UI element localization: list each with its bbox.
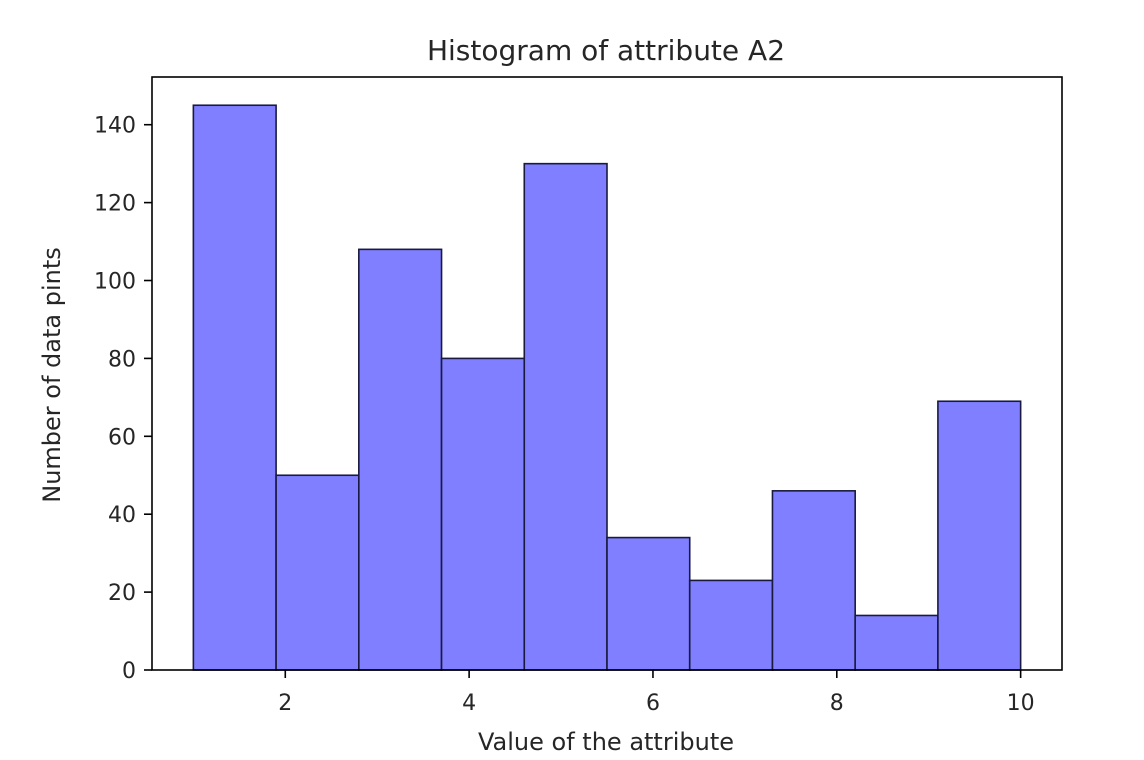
bars-group	[192, 104, 1022, 671]
y-tick-label: 80	[108, 347, 136, 372]
histogram-bar-2	[275, 474, 360, 671]
x-axis-ticks: 2 4 6 8 10	[278, 670, 1035, 716]
y-tick-label: 120	[94, 192, 136, 217]
histogram-bar-9	[854, 614, 939, 671]
x-tick-label: 10	[1007, 691, 1035, 716]
x-tick-label: 8	[830, 691, 844, 716]
histogram-bar-4	[440, 357, 526, 671]
histogram-bar-1	[192, 104, 277, 671]
histogram-bar-6	[606, 536, 691, 671]
x-tick-label: 6	[646, 691, 660, 716]
chart-title: Histogram of attribute A2	[427, 34, 785, 67]
y-tick-label: 140	[94, 114, 136, 139]
y-tick-label: 100	[94, 270, 136, 295]
x-axis-label: Value of the attribute	[478, 728, 734, 756]
y-tick-label: 60	[108, 425, 136, 450]
x-tick-label: 4	[462, 691, 476, 716]
histogram-bar-7	[688, 579, 774, 671]
histogram-bar-5	[523, 162, 608, 671]
y-tick-label: 20	[108, 581, 136, 606]
histogram-bar-8	[771, 490, 856, 671]
x-tick-label: 2	[278, 691, 292, 716]
y-axis-label: Number of data pints	[38, 247, 66, 503]
y-axis-ticks: 0 20 40 60 80 100 120 140	[94, 114, 152, 684]
y-tick-label: 40	[108, 503, 136, 528]
histogram-bar-3	[358, 248, 443, 671]
histogram-bar-10	[937, 400, 1022, 671]
plot-frame	[151, 76, 1063, 671]
y-tick-label: 0	[122, 659, 136, 684]
